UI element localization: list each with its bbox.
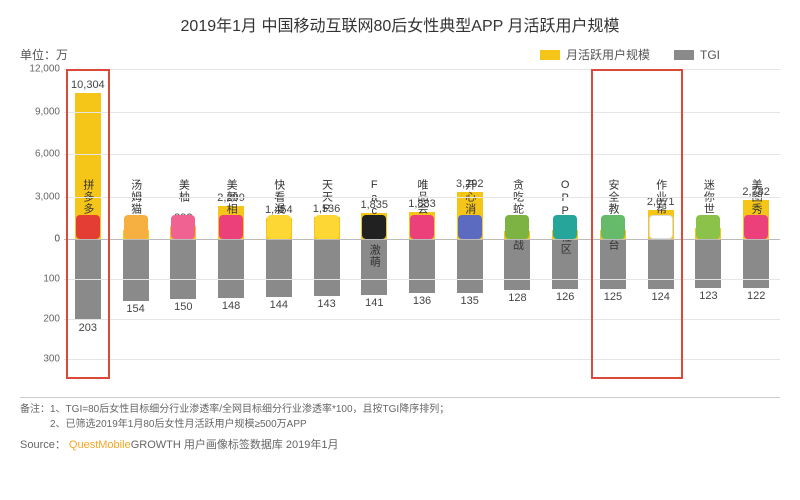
highlight-box (591, 69, 682, 379)
bar-col: 2,299148美颜相机 (207, 69, 255, 389)
app-icon (171, 215, 195, 239)
tgi-bar (218, 239, 244, 298)
note-2: 2、已筛选2019年1月80后女性月活跃用户规模≥500万APP (50, 419, 307, 430)
x-label: 美柚 (175, 179, 191, 203)
tgi-bar (409, 239, 435, 293)
legend-tgi-label: TGI (700, 48, 720, 62)
source-label: Source： (20, 439, 66, 451)
legend-mau-label: 月活跃用户规模 (566, 46, 650, 63)
notes: 备注：1、TGI=80后女性目标细分行业渗透率/全网目标细分行业渗透率*100，… (20, 397, 780, 432)
bar-col: 1,883136唯品会 (398, 69, 446, 389)
notes-prefix: 备注： (20, 404, 50, 415)
bar-col: 1,536143天天P图 (303, 69, 351, 389)
legend-tgi-swatch (674, 50, 694, 60)
highlight-box (66, 69, 110, 379)
tgi-value: 135 (461, 295, 479, 307)
tgi-value: 136 (413, 295, 431, 307)
app-icon (219, 215, 243, 239)
chart-title: 2019年1月 中国移动互联网80后女性典型APP 月活跃用户规模 (20, 12, 780, 36)
note-1: 1、TGI=80后女性目标细分行业渗透率/全网目标细分行业渗透率*100，且按T… (50, 404, 449, 415)
tgi-value: 148 (222, 300, 240, 312)
app-icon (410, 215, 434, 239)
bar-col: 3,292135开心消消乐 (446, 69, 494, 389)
y-tick-bot: 100 (20, 274, 60, 285)
y-tick-top: 12,000 (20, 64, 60, 75)
tgi-bar (266, 239, 292, 297)
app-icon (744, 215, 768, 239)
plot-area: 10,304203拼多多635154汤姆猫跑酷892150美柚2,299148美… (64, 69, 780, 389)
legend-tgi: TGI (674, 46, 720, 63)
tgi-value: 122 (747, 290, 765, 302)
app-icon (505, 215, 529, 239)
tgi-value: 141 (365, 297, 383, 309)
tgi-value: 154 (126, 303, 144, 315)
y-tick-bot: 300 (20, 354, 60, 365)
y-tick-top: 6,000 (20, 149, 60, 160)
tgi-bar (170, 239, 196, 299)
legend-mau: 月活跃用户规模 (540, 46, 650, 63)
app-icon (696, 215, 720, 239)
tgi-bar (457, 239, 483, 293)
tgi-value: 126 (556, 291, 574, 303)
legend-mau-swatch (540, 50, 560, 60)
tgi-value: 123 (699, 290, 717, 302)
tgi-bar (743, 239, 769, 288)
source-brand: QuestMobile (69, 439, 131, 451)
bar-col: 2,782122美图秀秀 (732, 69, 780, 389)
chart-area: 10,304203拼多多635154汤姆猫跑酷892150美柚2,299148美… (20, 69, 780, 389)
tgi-value: 144 (270, 299, 288, 311)
y-tick-bot: 0 (20, 234, 60, 245)
tgi-bar (695, 239, 721, 288)
bar-col: 1,454144快看漫画 (255, 69, 303, 389)
y-tick-bot: 200 (20, 314, 60, 325)
bar-col: 1,835141Faceu激萌 (350, 69, 398, 389)
legend: 月活跃用户规模 TGI (540, 46, 720, 63)
source-line: Source： QuestMobileGROWTH 用户画像标签数据库 2019… (20, 436, 780, 452)
bar-col: 635154汤姆猫跑酷 (112, 69, 160, 389)
bar-col: 892150美柚 (159, 69, 207, 389)
unit-label: 单位：万 (20, 46, 68, 63)
source-tail: GROWTH 用户画像标签数据库 2019年1月 (131, 439, 339, 451)
chart-container: 2019年1月 中国移动互联网80后女性典型APP 月活跃用户规模 单位：万 月… (0, 0, 800, 500)
tgi-bar (123, 239, 149, 301)
y-tick-top: 9,000 (20, 106, 60, 117)
header-row: 单位：万 月活跃用户规模 TGI (20, 46, 780, 63)
tgi-value: 150 (174, 301, 192, 313)
bar-col: 629126OPPO社区 (541, 69, 589, 389)
tgi-bar (314, 239, 340, 296)
app-icon (124, 215, 148, 239)
app-icon (553, 215, 577, 239)
tgi-value: 128 (508, 292, 526, 304)
app-icon (315, 215, 339, 239)
app-icon (267, 215, 291, 239)
bar-col: 787123迷你世界 (685, 69, 733, 389)
y-tick-top: 3,000 (20, 191, 60, 202)
tgi-value: 143 (317, 298, 335, 310)
app-icon (458, 215, 482, 239)
bar-col: 563128贪吃蛇大作战 (494, 69, 542, 389)
app-icon (362, 215, 386, 239)
